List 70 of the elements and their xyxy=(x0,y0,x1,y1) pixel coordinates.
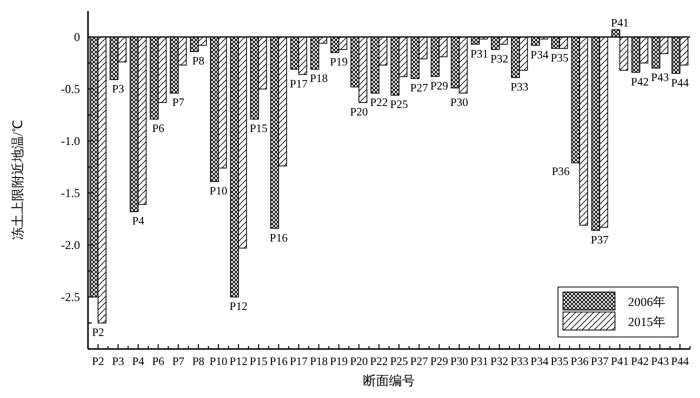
annotation: P27 xyxy=(410,82,428,95)
annotation: P7 xyxy=(172,97,185,110)
x-tick-label: P35 xyxy=(550,356,569,368)
y-tick-label: -2.5 xyxy=(61,290,80,304)
x-tick-label: P29 xyxy=(430,356,448,368)
x-tick-label: P18 xyxy=(310,356,328,368)
annotation: P3 xyxy=(112,84,124,96)
annotation: P44 xyxy=(671,77,690,90)
y-tick-label: -1.5 xyxy=(61,186,80,200)
annotation: P42 xyxy=(630,76,650,88)
annotation: P29 xyxy=(430,80,448,93)
legend-label: 2006年 xyxy=(628,295,666,309)
x-tick-label: P34 xyxy=(530,356,549,368)
y-tick-label: -0.5 xyxy=(61,82,80,96)
annotation: P20 xyxy=(350,106,368,119)
y-tick-label: 0 xyxy=(74,30,80,44)
annotation: P35 xyxy=(550,52,569,64)
annotation: P31 xyxy=(470,48,488,60)
legend-label: 2015年 xyxy=(628,315,666,329)
x-tick-label: P7 xyxy=(172,356,185,368)
annotation: P6 xyxy=(152,123,165,136)
y-tick-label: -2.0 xyxy=(61,238,80,252)
x-tick-label: P12 xyxy=(230,356,248,368)
x-tick-label: P42 xyxy=(630,356,650,368)
x-tick-label: P6 xyxy=(152,356,165,368)
x-tick-label: P16 xyxy=(270,356,288,368)
x-tick-label: P27 xyxy=(410,356,428,368)
annotation: P12 xyxy=(230,301,248,313)
y-axis-title: 冻土上限附近地温/℃ xyxy=(10,120,25,240)
x-tick-label: P41 xyxy=(610,356,629,368)
annotation: P36 xyxy=(552,166,570,178)
annotation: P15 xyxy=(250,123,268,136)
y-tick-label: -1.0 xyxy=(61,134,80,148)
annotation: P33 xyxy=(510,82,529,94)
x-tick-label: P25 xyxy=(390,356,408,368)
x-tick-label: P43 xyxy=(650,356,670,368)
x-tick-label: P33 xyxy=(510,356,529,368)
x-tick-label: P3 xyxy=(112,356,124,368)
annotation: P25 xyxy=(390,99,408,112)
x-tick-label: P32 xyxy=(490,356,509,368)
annotation: P34 xyxy=(530,49,549,62)
annotation: P37 xyxy=(590,234,609,246)
annotation: P17 xyxy=(290,78,308,90)
x-tick-label: P4 xyxy=(132,356,144,368)
x-tick-label: P19 xyxy=(330,356,348,368)
x-tick-label: P17 xyxy=(290,356,308,368)
annotation: P41 xyxy=(610,18,629,30)
annotation: P43 xyxy=(650,72,670,84)
annotation: P32 xyxy=(490,53,509,66)
x-tick-label: P20 xyxy=(350,356,368,368)
annotation: P4 xyxy=(132,216,144,228)
annotation: P22 xyxy=(370,97,388,110)
x-axis-title: 断面编号 xyxy=(363,373,415,388)
annotation: P10 xyxy=(209,186,228,198)
x-tick-label: P10 xyxy=(209,356,228,368)
annotation: P19 xyxy=(330,56,348,69)
x-tick-label: P30 xyxy=(450,356,468,368)
x-tick-label: P15 xyxy=(250,356,268,368)
annotation: P2 xyxy=(92,327,104,339)
x-tick-label: P36 xyxy=(570,356,589,368)
x-tick-label: P44 xyxy=(671,356,690,368)
annotation: P30 xyxy=(450,97,468,110)
annotation: P16 xyxy=(270,232,288,244)
x-tick-label: P31 xyxy=(470,356,488,368)
x-tick-label: P37 xyxy=(590,356,609,368)
x-tick-label: P8 xyxy=(192,356,205,368)
annotation: P18 xyxy=(310,73,328,86)
x-tick-label: P2 xyxy=(92,356,104,368)
x-tick-label: P22 xyxy=(370,356,388,368)
annotation: P8 xyxy=(192,56,205,68)
